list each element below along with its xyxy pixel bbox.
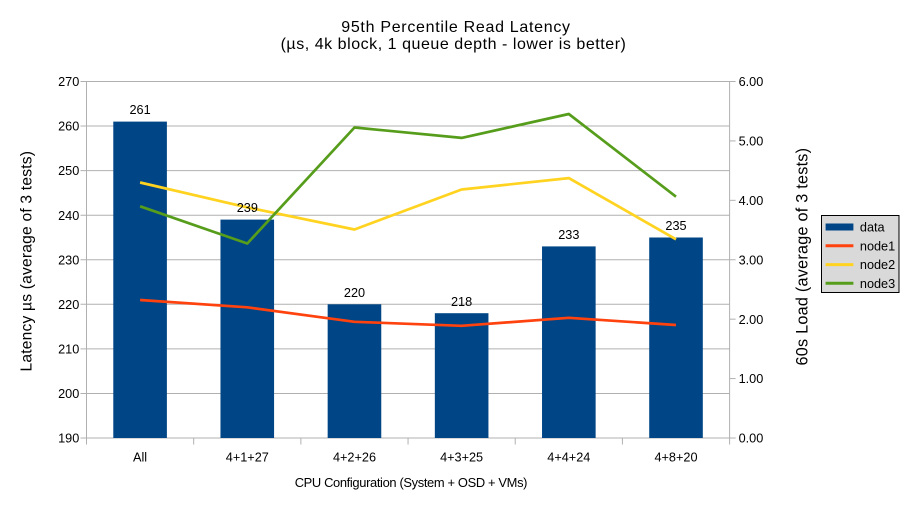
svg-text:4.00: 4.00 — [739, 194, 764, 208]
svg-text:data: data — [860, 221, 886, 235]
svg-text:2.00: 2.00 — [739, 313, 764, 327]
svg-text:3.00: 3.00 — [739, 253, 764, 267]
svg-text:210: 210 — [58, 342, 79, 356]
svg-text:All: All — [133, 451, 147, 465]
svg-text:CPU Configuration (System + OS: CPU Configuration (System + OSD + VMs) — [295, 475, 527, 490]
svg-text:260: 260 — [58, 120, 79, 134]
svg-text:220: 220 — [58, 298, 79, 312]
svg-text:230: 230 — [58, 253, 79, 267]
svg-text:4+4+24: 4+4+24 — [547, 451, 590, 465]
svg-text:node2: node2 — [860, 258, 895, 272]
svg-text:Latency µs (average of 3 tests: Latency µs (average of 3 tests) — [18, 151, 35, 372]
svg-text:0.00: 0.00 — [739, 432, 764, 446]
svg-text:60s Load (average of 3 tests): 60s Load (average of 3 tests) — [794, 148, 812, 366]
svg-text:240: 240 — [58, 209, 79, 223]
svg-text:4+1+27: 4+1+27 — [226, 451, 269, 465]
svg-text:95th Percentile Read Latency: 95th Percentile Read Latency — [341, 19, 571, 36]
svg-text:4+8+20: 4+8+20 — [654, 451, 697, 465]
svg-text:233: 233 — [558, 228, 579, 242]
svg-text:261: 261 — [130, 103, 151, 117]
svg-text:200: 200 — [58, 387, 79, 401]
svg-text:4+2+26: 4+2+26 — [333, 451, 376, 465]
svg-text:node3: node3 — [860, 277, 895, 291]
svg-text:235: 235 — [665, 219, 686, 233]
svg-text:1.00: 1.00 — [739, 372, 764, 386]
svg-text:270: 270 — [58, 75, 79, 89]
svg-text:5.00: 5.00 — [739, 135, 764, 149]
svg-text:6.00: 6.00 — [739, 75, 764, 89]
svg-text:239: 239 — [237, 201, 258, 215]
svg-text:(µs, 4k block, 1 queue depth -: (µs, 4k block, 1 queue depth - lower is … — [281, 36, 627, 53]
svg-text:node1: node1 — [860, 239, 895, 253]
svg-text:250: 250 — [58, 164, 79, 178]
svg-text:4+3+25: 4+3+25 — [440, 451, 483, 465]
svg-text:190: 190 — [58, 432, 79, 446]
svg-text:220: 220 — [344, 286, 365, 300]
svg-text:218: 218 — [451, 295, 472, 309]
